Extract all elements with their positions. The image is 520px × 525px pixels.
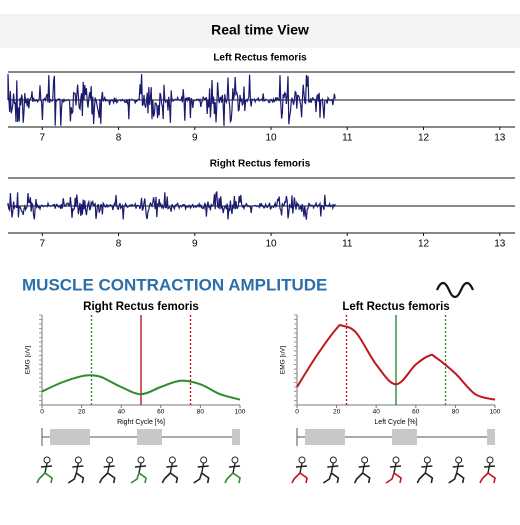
runner-icon xyxy=(322,456,340,484)
runner-body xyxy=(452,462,464,474)
phase-block xyxy=(232,429,240,445)
runner-icon xyxy=(479,456,496,484)
x-tick-label: 20 xyxy=(78,409,86,416)
phase-block xyxy=(137,429,162,445)
x-tick-label: 80 xyxy=(197,409,205,416)
runner-body xyxy=(483,462,496,474)
phase-block xyxy=(305,429,345,445)
runner-leg xyxy=(67,472,85,484)
runner-leg xyxy=(385,472,402,484)
runner-icon xyxy=(448,456,465,484)
runner-body xyxy=(327,462,339,474)
runner-body xyxy=(72,462,84,474)
amplitude-curve xyxy=(41,374,241,401)
runner-leg xyxy=(416,472,434,484)
x-tick-label: 9 xyxy=(192,239,198,250)
panel-title: Left Rectus femoris xyxy=(213,53,307,64)
runner-body xyxy=(389,462,402,474)
runner-icon xyxy=(36,456,53,484)
runner-icon xyxy=(385,456,402,484)
runner-leg xyxy=(479,472,496,484)
runner-icon xyxy=(291,456,308,484)
amplitude-curve xyxy=(296,324,496,401)
view-title: Real time View xyxy=(211,22,309,38)
runner-leg xyxy=(322,472,340,484)
runner-leg xyxy=(353,472,371,484)
emg-trace xyxy=(7,190,336,220)
x-tick-label: 12 xyxy=(418,133,430,144)
panel-title: Right Rectus femoris xyxy=(210,159,311,170)
runner-body xyxy=(166,462,178,474)
runner-body xyxy=(103,462,115,474)
runner-icon xyxy=(130,456,147,484)
runner-icon xyxy=(98,456,116,484)
x-tick-label: 10 xyxy=(265,239,277,250)
x-tick-label: 60 xyxy=(157,409,165,416)
x-tick-label: 7 xyxy=(40,239,46,250)
x-tick-label: 8 xyxy=(116,133,122,144)
phase-block xyxy=(487,429,495,445)
runner-leg xyxy=(224,472,241,484)
runner-body xyxy=(197,462,209,474)
x-tick-label: 100 xyxy=(490,409,501,416)
runner-icon xyxy=(67,456,85,484)
x-tick-label: 0 xyxy=(295,409,299,416)
runner-body xyxy=(358,462,370,474)
emg-trace xyxy=(7,73,336,126)
x-tick-label: 13 xyxy=(494,239,506,250)
x-tick-label: 10 xyxy=(265,133,277,144)
runner-leg xyxy=(448,472,465,484)
x-tick-label: 12 xyxy=(418,239,430,250)
wave-icon xyxy=(435,281,475,299)
y-axis-label: EMG [uV] xyxy=(280,346,287,374)
y-axis-label: EMG [uV] xyxy=(25,346,32,374)
runner-leg xyxy=(193,472,210,484)
x-tick-label: 0 xyxy=(40,409,44,416)
x-tick-label: 9 xyxy=(192,133,198,144)
panel-title: Left Rectus femoris xyxy=(342,301,449,313)
section-title: MUSCLE CONTRACTION AMPLITUDE xyxy=(22,275,327,294)
runner-icon xyxy=(416,456,434,484)
x-tick-label: 11 xyxy=(342,239,353,250)
runner-body xyxy=(228,462,241,474)
x-tick-label: 40 xyxy=(373,409,381,416)
panel-title: Right Rectus femoris xyxy=(83,301,199,313)
runner-icon xyxy=(161,456,179,484)
x-tick-label: 11 xyxy=(342,133,353,144)
x-tick-label: 80 xyxy=(452,409,460,416)
runner-leg xyxy=(36,472,53,484)
runner-icon xyxy=(193,456,210,484)
title-bar xyxy=(0,14,520,48)
runner-body xyxy=(40,462,53,474)
phase-block xyxy=(392,429,417,445)
runner-body xyxy=(421,462,433,474)
runner-icon xyxy=(353,456,371,484)
runner-leg xyxy=(161,472,179,484)
phase-block xyxy=(50,429,90,445)
runner-leg xyxy=(130,472,147,484)
runner-body xyxy=(134,462,147,474)
x-tick-label: 7 xyxy=(40,133,46,144)
runner-leg xyxy=(98,472,116,484)
x-tick-label: 100 xyxy=(235,409,246,416)
runner-body xyxy=(295,462,308,474)
x-tick-label: 60 xyxy=(412,409,420,416)
x-tick-label: 20 xyxy=(333,409,341,416)
x-tick-label: 13 xyxy=(494,133,506,144)
x-tick-label: 40 xyxy=(118,409,126,416)
runner-icon xyxy=(224,456,241,484)
x-tick-label: 8 xyxy=(116,239,122,250)
runner-leg xyxy=(291,472,308,484)
x-axis-label: Right Cycle [%] xyxy=(117,419,165,426)
x-axis-label: Left Cycle [%] xyxy=(374,419,417,426)
